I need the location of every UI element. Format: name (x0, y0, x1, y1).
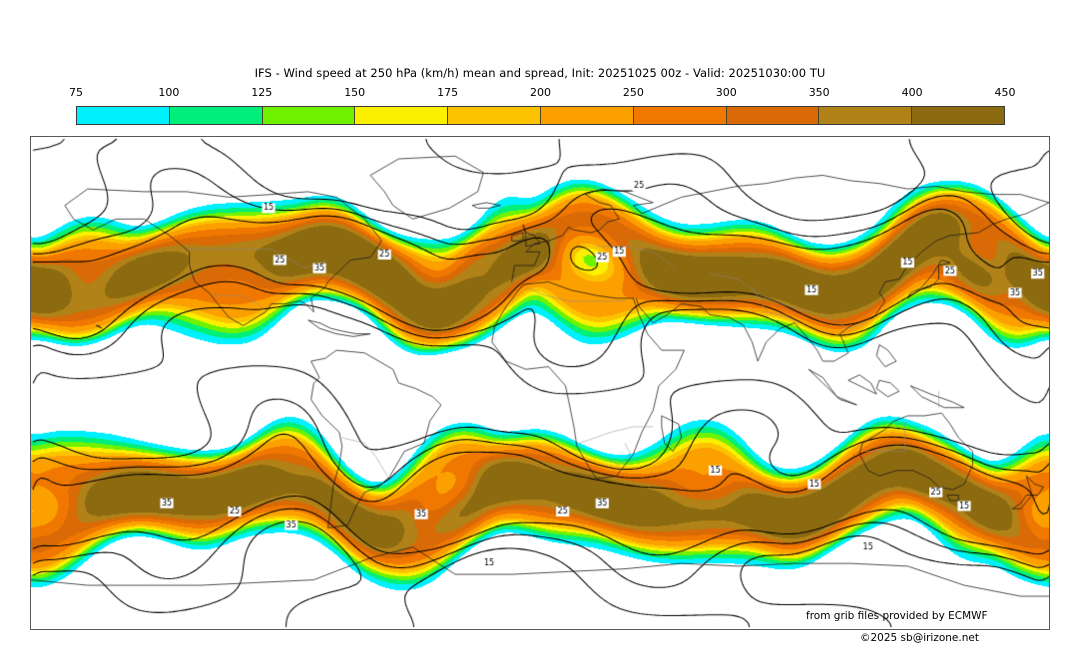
colorbar-segment-6 (633, 107, 727, 124)
colorbar-tick-350: 350 (808, 86, 830, 99)
colorbar-segment-0 (77, 107, 170, 124)
colorbar-segment-1 (169, 107, 263, 124)
colorbar-tick-100: 100 (158, 86, 180, 99)
wind-speed-contour-map[interactable] (31, 137, 1049, 629)
colorbar-segment-8 (819, 107, 913, 124)
colorbar-tick-125: 125 (251, 86, 273, 99)
map-panel[interactable] (30, 136, 1050, 630)
data-source-credit: from grib files provided by ECMWF (806, 610, 988, 622)
colorbar-tick-175: 175 (437, 86, 459, 99)
colorbar-segment-5 (540, 107, 634, 124)
colorbar-segment-2 (262, 107, 356, 124)
colorbar-tick-150: 150 (344, 86, 366, 99)
page-title: IFS - Wind speed at 250 hPa (km/h) mean … (254, 66, 826, 80)
colorbar-tick-300: 300 (715, 86, 737, 99)
colorbar-tick-200: 200 (530, 86, 551, 99)
colorbar-tick-labels: 75 100 125 150 175 200 250 300 350 400 450 (69, 86, 1016, 104)
colorbar-tick-400: 400 (901, 86, 923, 99)
colorbar-segment-3 (355, 107, 449, 124)
colorbar: 75 100 125 150 175 200 250 300 350 400 450 (69, 86, 1016, 126)
colorbar-segment-7 (726, 107, 820, 124)
colorbar-segment-9 (912, 107, 1004, 124)
colorbar-tick-450: 450 (994, 86, 1016, 99)
colorbar-tick-250: 250 (622, 86, 644, 99)
colorbar-tick-75: 75 (69, 86, 83, 99)
colorbar-segment-4 (448, 107, 541, 124)
copyright-credit: ©2025 sb@irizone.net (860, 632, 979, 644)
colorbar-swatches (76, 106, 1005, 125)
